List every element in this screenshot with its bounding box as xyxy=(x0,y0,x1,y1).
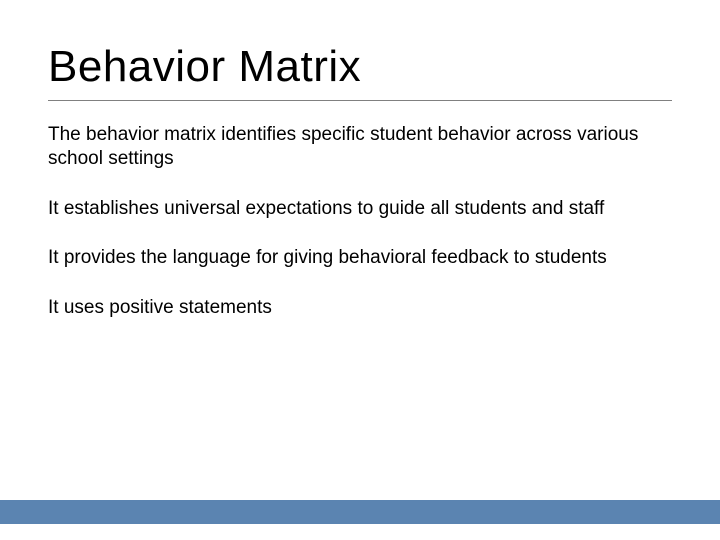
body-paragraph: The behavior matrix identifies specific … xyxy=(48,123,658,171)
body-paragraph: It provides the language for giving beha… xyxy=(48,246,658,270)
body-paragraph: It establishes universal expectations to… xyxy=(48,197,658,221)
slide: Behavior Matrix The behavior matrix iden… xyxy=(0,0,720,540)
slide-title: Behavior Matrix xyxy=(48,42,672,98)
body-paragraph: It uses positive statements xyxy=(48,296,658,320)
title-underline xyxy=(48,100,672,101)
footer-accent-bar xyxy=(0,500,720,524)
slide-body: The behavior matrix identifies specific … xyxy=(48,123,672,320)
